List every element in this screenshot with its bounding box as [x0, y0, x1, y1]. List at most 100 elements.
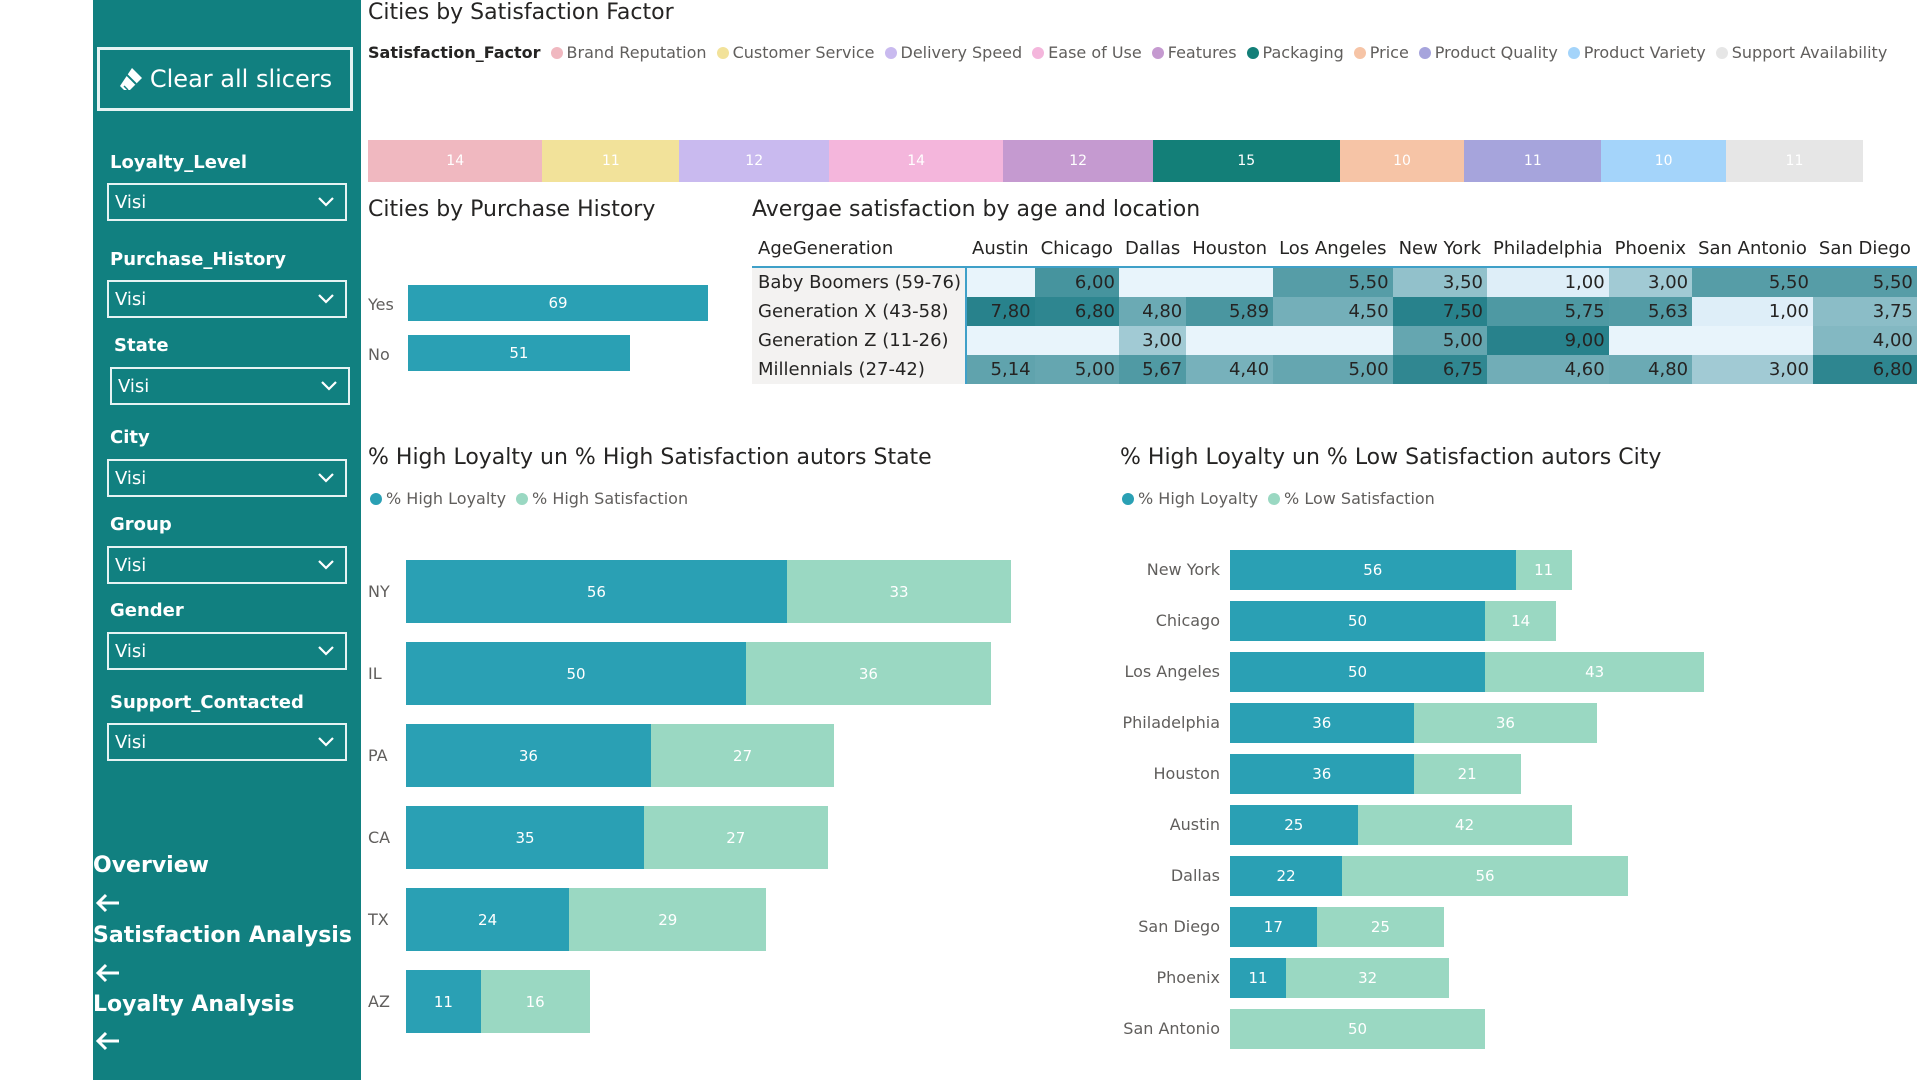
bar[interactable]: 69	[408, 285, 708, 321]
bar-segment[interactable]: 11	[1515, 550, 1572, 590]
bar-segment[interactable]: 11	[542, 140, 680, 182]
slicer-loyalty-level-dropdown[interactable]: Visi	[107, 183, 347, 221]
row-header: Generation Z (11-26)	[752, 326, 968, 355]
bar-segment[interactable]: 32	[1286, 958, 1450, 998]
column-header: San Antonio	[1698, 237, 1807, 259]
bar-segment[interactable]: 27	[644, 806, 828, 869]
bar-segment[interactable]: 50	[1230, 652, 1485, 692]
bar-segment[interactable]: 33	[786, 560, 1012, 623]
bar-segment[interactable]: 11	[1725, 140, 1863, 182]
bar-segment[interactable]: 11	[406, 970, 481, 1033]
slicer-city-dropdown[interactable]: Visi	[107, 459, 347, 497]
bar-segment[interactable]: 14	[828, 140, 1004, 182]
column-header: AgeGeneration	[758, 237, 894, 259]
nav-overview[interactable]: Overview	[93, 853, 209, 878]
bar-segment[interactable]: 21	[1413, 754, 1521, 794]
axis-label: CA	[368, 827, 391, 847]
table-cell: 6,80	[1034, 297, 1119, 326]
nav-loyalty-analysis[interactable]: Loyalty Analysis	[93, 992, 295, 1017]
column-header: New York	[1398, 237, 1481, 259]
bar-segment[interactable]: 56	[1230, 550, 1516, 590]
arrow-left-icon[interactable]	[95, 1031, 121, 1051]
satisfaction-matrix: AgeGeneration Austin Chicago Dallas Houston L…	[752, 230, 1917, 384]
table-cell: 3,00	[1692, 355, 1813, 384]
slicer-group-dropdown[interactable]: Visi	[107, 546, 347, 584]
legend-label: Ease of Use	[1048, 43, 1142, 62]
bar-segment[interactable]: 36	[406, 724, 651, 787]
bar[interactable]: 51	[408, 335, 630, 371]
table-cell: 9,00	[1487, 326, 1609, 355]
table-cell: 4,00	[1812, 326, 1917, 355]
bar-segment[interactable]: 50	[1230, 601, 1485, 641]
legend-dot	[1353, 46, 1366, 59]
table-cell: 4,60	[1487, 355, 1609, 384]
bar-segment[interactable]: 14	[368, 140, 543, 182]
bar-segment[interactable]: 10	[1601, 140, 1726, 182]
axis-label: Dallas	[1170, 866, 1220, 885]
table-cell: 5,50	[1273, 267, 1393, 297]
slicer-state-dropdown[interactable]: Visi	[110, 367, 350, 405]
legend-item: Price	[1353, 43, 1409, 62]
slicer-value: Visi	[115, 288, 147, 310]
bar-segment[interactable]: 36	[1413, 703, 1598, 743]
clear-all-slicers-label: Clear all slicers	[149, 65, 333, 93]
bar-segment[interactable]: 16	[480, 970, 590, 1033]
bar-segment[interactable]: 17	[1230, 907, 1317, 947]
bar-segment[interactable]: 35	[406, 806, 644, 869]
bar-segment[interactable]: 29	[569, 888, 767, 951]
bar-segment[interactable]: 36	[1230, 703, 1414, 743]
table-cell: 4,80	[1608, 355, 1693, 384]
arrow-left-icon[interactable]	[95, 893, 121, 913]
axis-label: TX	[368, 909, 389, 929]
table-cell: 1,00	[1692, 297, 1813, 326]
table-cell	[1034, 326, 1119, 355]
slicer-label-group: Group	[110, 514, 172, 535]
nav-satisfaction-analysis[interactable]: Satisfaction Analysis	[93, 923, 352, 948]
bar-segment[interactable]: 25	[1230, 805, 1358, 845]
legend-label: Features	[1167, 43, 1237, 62]
bar-segment[interactable]: 15	[1152, 140, 1340, 182]
legend-dot	[1151, 46, 1164, 59]
bar-segment[interactable]: 42	[1357, 805, 1572, 845]
table-cell: 3,00	[1118, 326, 1187, 355]
table-cell: 5,00	[1034, 355, 1119, 384]
bar-segment[interactable]: 14	[1485, 601, 1557, 641]
bar-segment[interactable]: 22	[1230, 856, 1343, 896]
bar-segment[interactable]: 56	[1342, 856, 1628, 896]
table-cell: 6,00	[1034, 267, 1119, 297]
table-row: Millennials (27-42) 5,14 5,00 5,67 4,40 5,00 6…	[752, 355, 1917, 384]
legend-item: Features	[1151, 43, 1237, 62]
bar-segment[interactable]: 25	[1316, 907, 1445, 947]
legend-dot	[1032, 46, 1045, 59]
slicer-purchase-history-dropdown[interactable]: Visi	[107, 280, 347, 318]
bar-segment[interactable]: 56	[406, 560, 787, 623]
legend-dot	[1567, 46, 1580, 59]
legend-item: Brand Reputation	[550, 43, 707, 62]
bar-segment[interactable]: 50	[1230, 1009, 1485, 1049]
legend-dot	[550, 46, 563, 59]
chart-title-satisfaction-factor: Cities by Satisfaction Factor	[368, 0, 674, 25]
legend-dot	[716, 46, 729, 59]
bar-segment[interactable]: 12	[679, 140, 829, 182]
bar-segment[interactable]: 50	[406, 642, 746, 705]
row-header: Millennials (27-42)	[752, 355, 968, 384]
table-row: Baby Boomers (59-76) 6,00 5,50 3,50 1,00 3,00…	[752, 267, 1917, 297]
bar-segment[interactable]: 24	[406, 888, 570, 951]
state-stacked-chart: NY 56 33 IL 50 36 PA 36 27 CA 35 27 TX 24 29 AZ 11 16	[368, 540, 1088, 1050]
bar-segment[interactable]: 43	[1485, 652, 1705, 692]
bar-segment[interactable]: 36	[746, 642, 991, 705]
column-header: Houston	[1192, 237, 1268, 259]
slicer-support-contacted-dropdown[interactable]: Visi	[107, 723, 347, 761]
table-cell: 5,67	[1118, 355, 1187, 384]
bar-segment[interactable]: 10	[1339, 140, 1465, 182]
table-cell: 5,00	[1392, 326, 1487, 355]
bar-segment[interactable]: 11	[1230, 958, 1287, 998]
arrow-left-icon[interactable]	[95, 963, 121, 983]
bar-segment[interactable]: 36	[1230, 754, 1414, 794]
legend-dot-high-satisfaction	[516, 492, 529, 505]
bar-segment[interactable]: 27	[650, 724, 835, 787]
bar-segment[interactable]: 11	[1464, 140, 1602, 182]
slicer-gender-dropdown[interactable]: Visi	[107, 632, 347, 670]
clear-all-slicers-button[interactable]: Clear all slicers	[97, 47, 353, 111]
bar-segment[interactable]: 12	[1003, 140, 1153, 182]
